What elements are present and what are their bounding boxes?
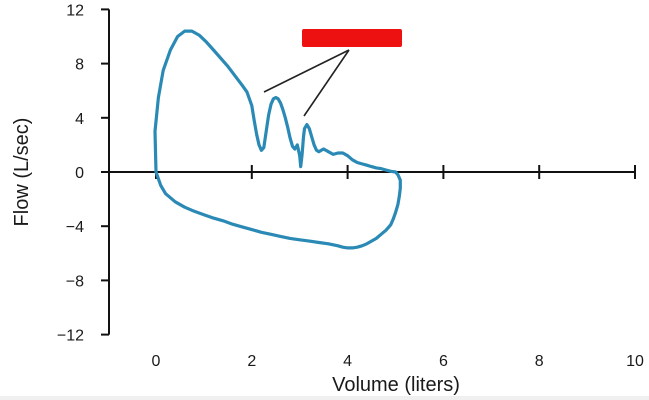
x-tick-label: 8 (535, 353, 544, 370)
y-tick-label: −4 (66, 219, 84, 236)
x-tick-label: 10 (626, 353, 644, 370)
x-axis-title: Volume (liters) (332, 374, 460, 396)
y-tick-label: −8 (66, 273, 84, 290)
y-tick-label: 4 (75, 111, 84, 128)
y-tick-label: 8 (75, 57, 84, 74)
x-tick-label: 4 (343, 353, 352, 370)
caption-strip (0, 396, 649, 400)
annotation-arrow-2 (303, 49, 350, 117)
x-ticks: 0 2 4 6 8 10 (152, 165, 644, 370)
x-tick-label: 6 (439, 353, 448, 370)
y-tick-label: 12 (66, 2, 84, 19)
series-layer (153, 29, 402, 250)
x-tick-label: 2 (247, 353, 256, 370)
redacted-label (302, 29, 402, 47)
axes (108, 9, 635, 335)
y-tick-label: −12 (57, 328, 84, 345)
flow-volume-loop-line (153, 29, 402, 250)
x-tick-label: 0 (152, 353, 161, 370)
y-axis-title: Flow (L/sec) (11, 118, 33, 227)
y-tick-label: 0 (75, 165, 84, 182)
annotation-arrow-1 (263, 49, 350, 93)
annotation (263, 29, 402, 117)
y-ticks: −12 −8 −4 0 4 8 12 (57, 2, 109, 345)
